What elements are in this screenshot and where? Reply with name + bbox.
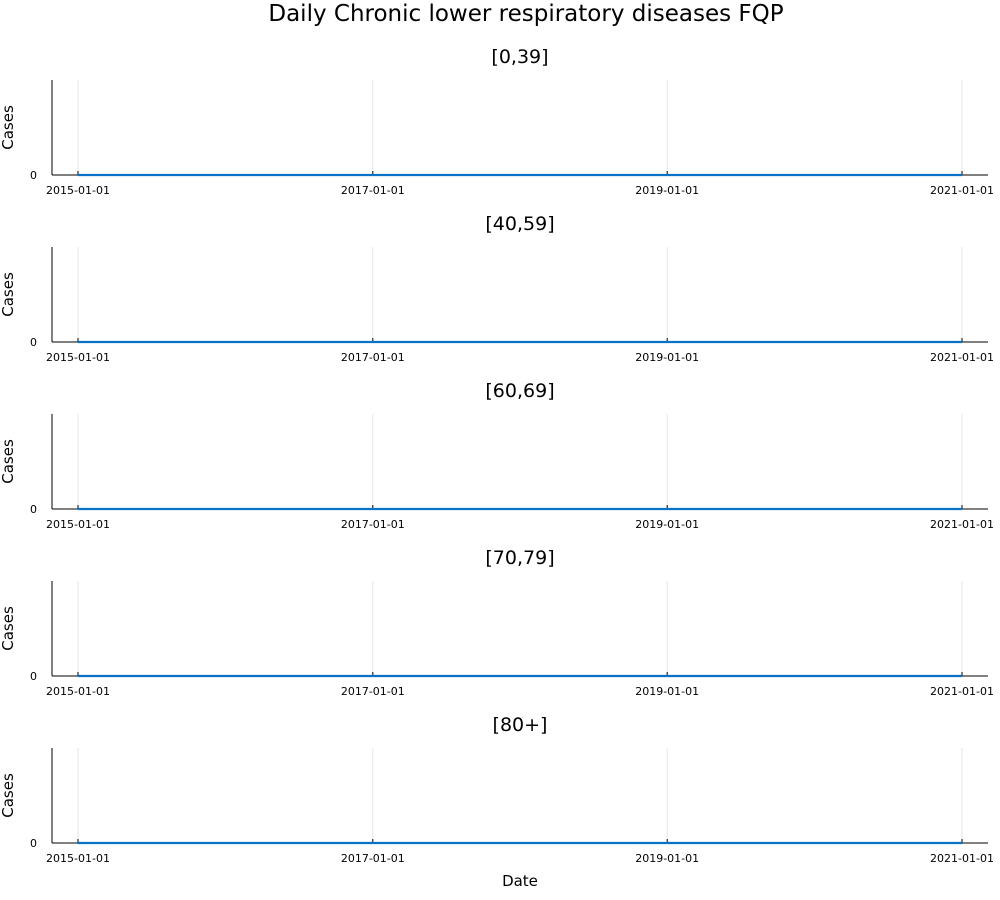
y-axis-label: Cases <box>0 773 17 818</box>
panel-5: [80+] Cases 0 2015-01-01 2017-01-01 2019-01-0… <box>0 714 994 865</box>
y-tick-label: 0 <box>30 169 37 182</box>
panel-title: [60,69] <box>485 380 554 402</box>
panel-title: [40,59] <box>485 213 554 235</box>
y-axis-label: Cases <box>0 105 17 150</box>
x-axis-label: Date <box>502 872 538 890</box>
y-tick-label: 0 <box>30 503 37 516</box>
y-axis-label: Cases <box>0 606 17 651</box>
x-tick-label: 2017-01-01 <box>341 852 405 865</box>
y-tick-label: 0 <box>30 670 37 683</box>
y-tick-label: 0 <box>30 336 37 349</box>
x-tick-label: 2017-01-01 <box>341 685 405 698</box>
panel-title: [80+] <box>493 714 548 736</box>
x-tick-label: 2015-01-01 <box>46 852 110 865</box>
panel-title: [0,39] <box>491 46 548 68</box>
x-tick-label: 2021-01-01 <box>930 685 994 698</box>
chart-title: Daily Chronic lower respiratory diseases… <box>268 1 783 27</box>
x-tick-label: 2015-01-01 <box>46 184 110 197</box>
x-tick-label: 2017-01-01 <box>341 184 405 197</box>
x-tick-label: 2019-01-01 <box>635 852 699 865</box>
x-tick-label: 2019-01-01 <box>635 351 699 364</box>
x-tick-label: 2017-01-01 <box>341 518 405 531</box>
panel-2: [40,59] Cases 0 2015-01-01 2017-01-01 2019-01… <box>0 213 994 364</box>
x-tick-label: 2015-01-01 <box>46 518 110 531</box>
x-tick-label: 2021-01-01 <box>930 184 994 197</box>
x-tick-label: 2019-01-01 <box>635 685 699 698</box>
panel-title: [70,79] <box>485 547 554 569</box>
x-tick-label: 2019-01-01 <box>635 518 699 531</box>
y-axis-label: Cases <box>0 272 17 317</box>
panel-3: [60,69] Cases 0 2015-01-01 2017-01-01 2019-01… <box>0 380 994 531</box>
x-tick-label: 2021-01-01 <box>930 518 994 531</box>
y-tick-label: 0 <box>30 837 37 850</box>
x-tick-label: 2015-01-01 <box>46 351 110 364</box>
panel-1: [0,39] Cases 0 2015-01-01 2017-01-01 2019-01-… <box>0 46 994 197</box>
x-tick-label: 2021-01-01 <box>930 852 994 865</box>
y-axis-label: Cases <box>0 439 17 484</box>
x-tick-label: 2017-01-01 <box>341 351 405 364</box>
x-tick-label: 2019-01-01 <box>635 184 699 197</box>
panel-4: [70,79] Cases 0 2015-01-01 2017-01-01 2019-01… <box>0 547 994 698</box>
x-tick-label: 2021-01-01 <box>930 351 994 364</box>
x-tick-label: 2015-01-01 <box>46 685 110 698</box>
